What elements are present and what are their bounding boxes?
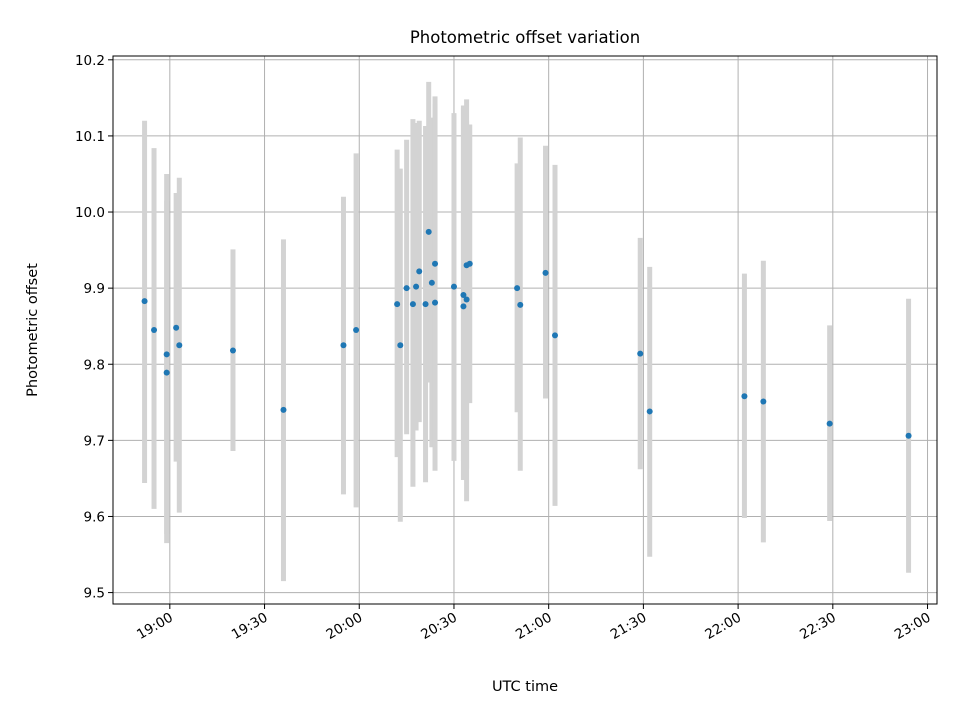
y-axis: 9.5 9.6 9.7 9.8 9.9 10.0 10.1 10.2 [75,53,113,602]
y-tick-label: 9.6 [84,509,105,525]
y-tick-label: 10.2 [75,53,105,69]
data-point [413,283,420,290]
y-tick-label: 9.8 [84,357,105,373]
data-point [141,298,148,305]
data-point [409,301,416,308]
data-point [394,301,401,308]
grid [113,56,937,604]
data-point [163,351,170,358]
y-tick-label: 9.9 [84,281,105,297]
y-tick-label: 10.0 [75,205,105,221]
data-point [173,324,180,331]
data-point [397,342,404,349]
data-point [542,269,549,276]
data-point [416,268,423,275]
data-point [163,369,170,376]
data-point [403,285,410,292]
data-point [432,299,439,306]
data-points [141,228,912,439]
data-point [551,332,558,339]
data-point [466,260,473,267]
data-point [760,398,767,405]
data-point [450,283,457,290]
data-point [176,342,183,349]
data-point [280,406,287,413]
data-point [460,291,467,298]
data-point [340,342,347,349]
y-tick-label: 9.7 [84,433,105,449]
data-point [151,327,158,333]
data-point [637,350,644,357]
x-axis-label: UTC time [492,679,558,695]
data-point [646,408,653,415]
data-point [905,432,912,439]
data-point [517,301,524,308]
data-point [422,301,429,308]
data-point [432,260,439,267]
data-point [826,420,833,427]
data-point [741,393,748,400]
data-point [428,279,435,286]
data-point [353,327,360,333]
plot-frame [112,55,938,605]
y-tick-label: 9.5 [84,586,105,602]
data-point [229,347,236,354]
data-point [463,296,470,303]
data-point [425,228,432,235]
y-tick-label: 10.1 [75,129,105,145]
data-point [460,303,467,310]
data-point [514,285,521,292]
chart-title: Photometric offset variation [410,28,640,47]
y-axis-label: Photometric offset [25,263,41,397]
